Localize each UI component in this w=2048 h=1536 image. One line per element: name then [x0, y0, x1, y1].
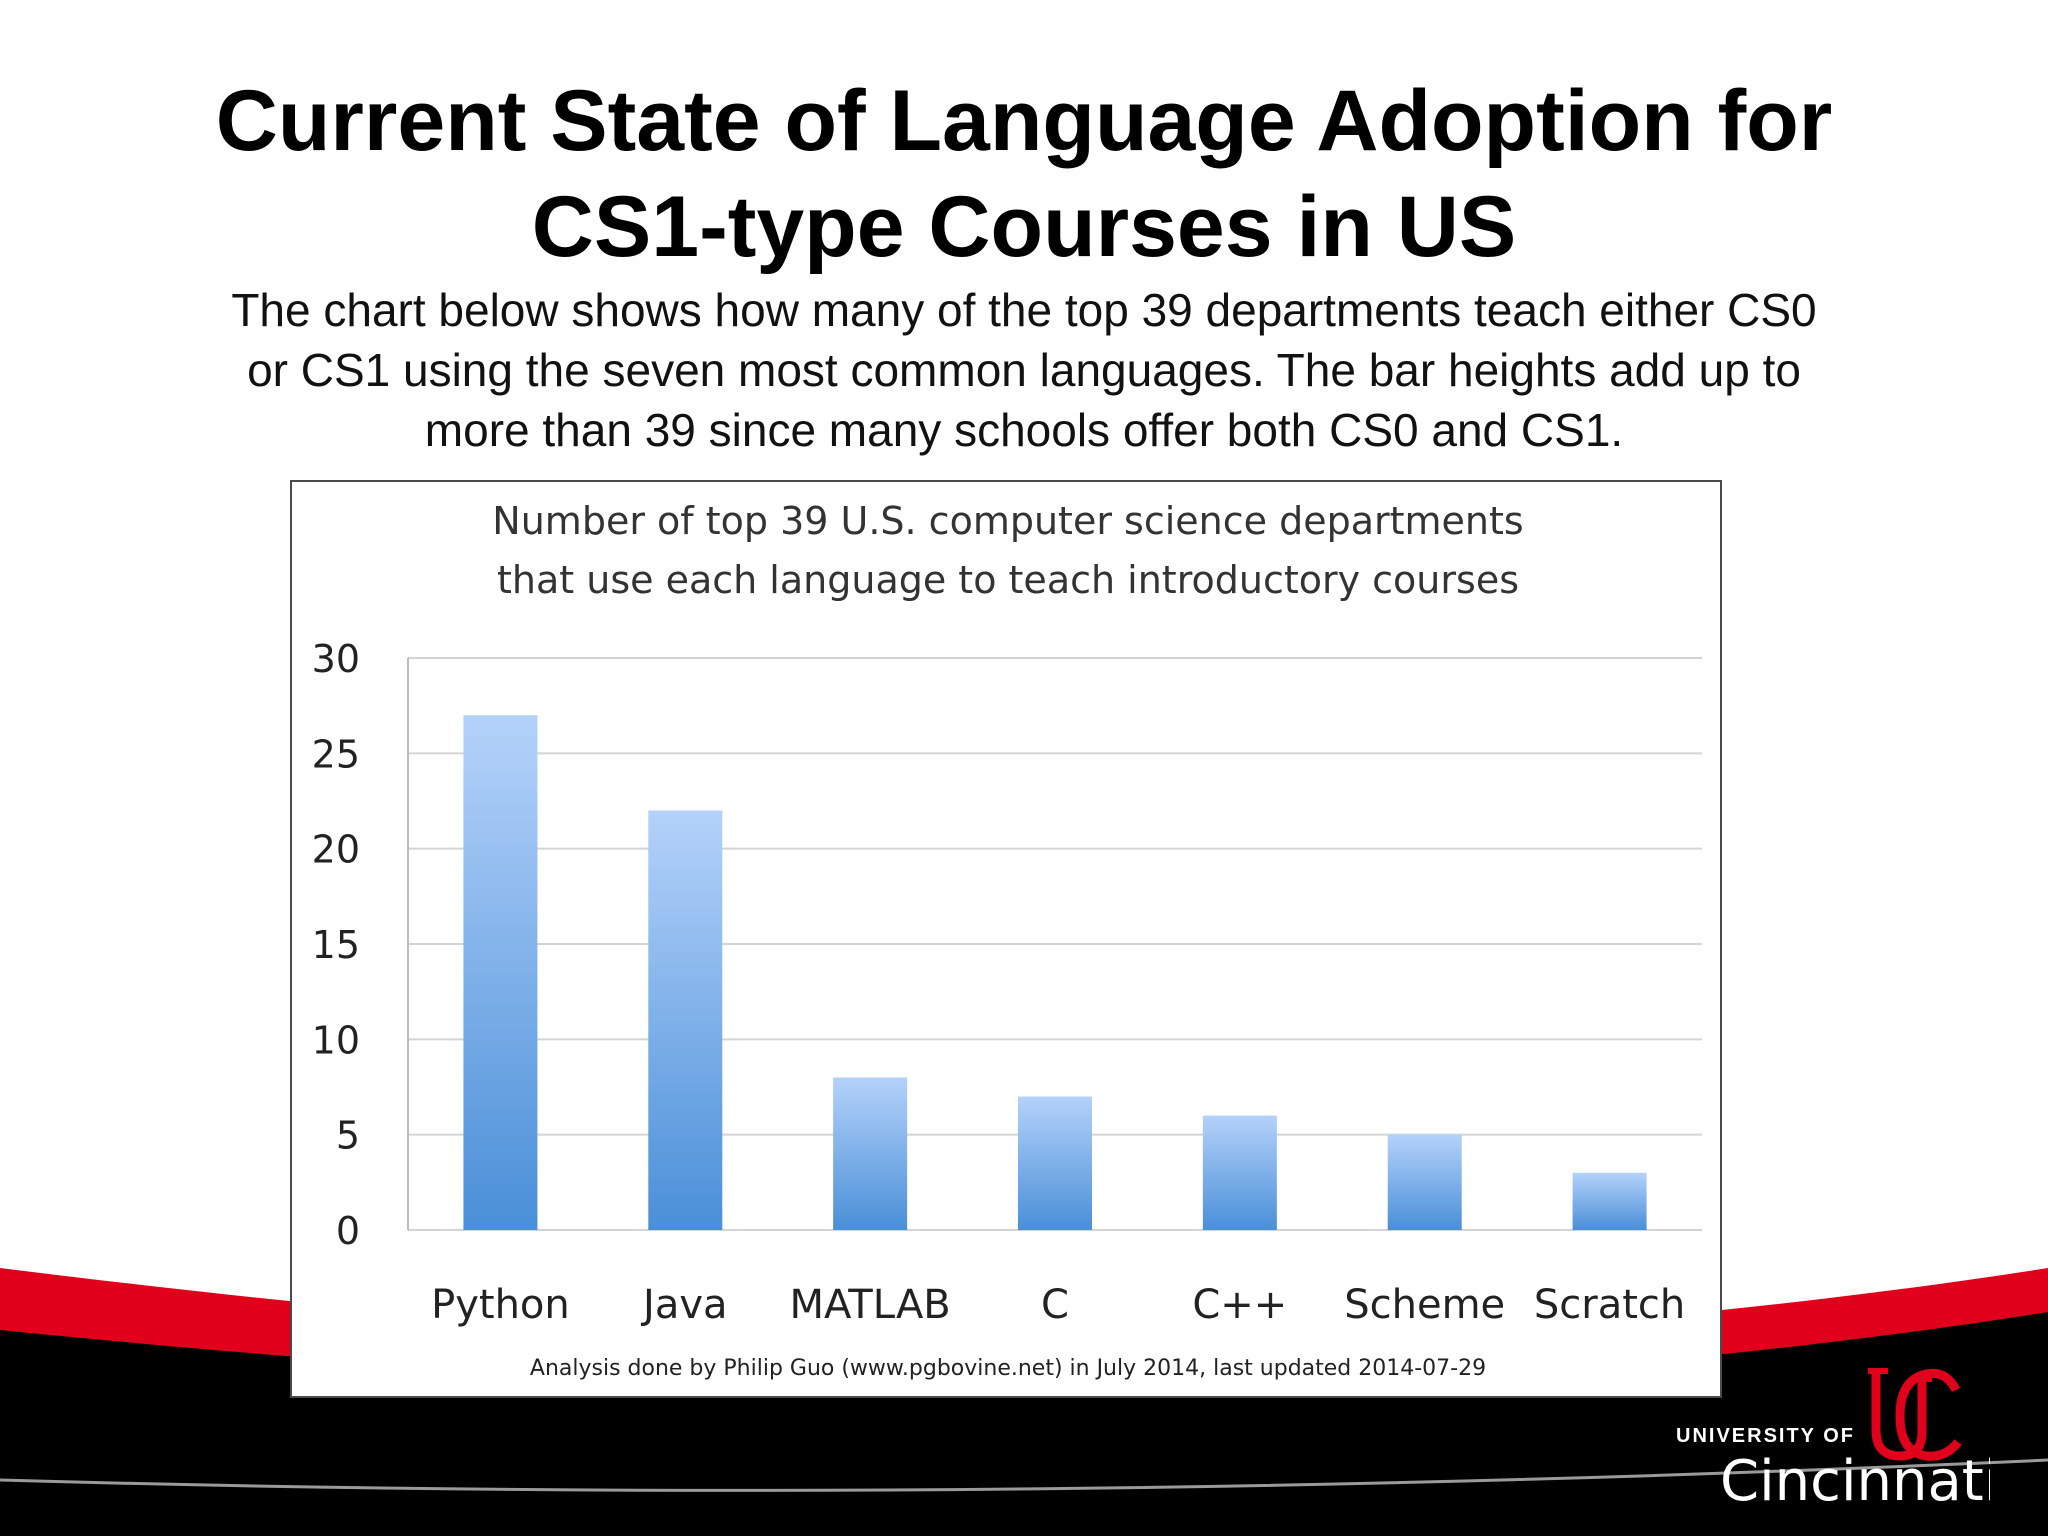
bar-c	[1018, 1096, 1092, 1230]
slide-title-line-1: Current State of Language Adoption for	[215, 73, 1833, 169]
x-axis-labels: Python Java MATLAB C C++ Scheme Scratch	[431, 1282, 1685, 1328]
logo-cincinnati: Cincinnati	[1720, 1449, 1990, 1510]
x-tick-label-cplus: C++	[1192, 1282, 1287, 1328]
x-tick-label-python: Python	[431, 1282, 570, 1328]
uc-monogram-icon	[1868, 1368, 1962, 1461]
y-tick-label-0: 0	[336, 1209, 360, 1253]
chart-title-line-2: that use each language to teach introduc…	[497, 558, 1519, 602]
bar-matlab	[833, 1077, 908, 1230]
slide-title: Current State of Language Adoption for C…	[0, 68, 2048, 280]
x-tick-label-c: C	[1041, 1282, 1069, 1328]
y-tick-label-10: 10	[312, 1018, 360, 1062]
chart-title-line-1: Number of top 39 U.S. computer science d…	[492, 499, 1523, 543]
bar-chart: Number of top 39 U.S. computer science d…	[312, 499, 1702, 1381]
slide-description: The chart below shows how many of the to…	[130, 280, 1918, 460]
bar-scheme	[1387, 1134, 1462, 1230]
bars	[463, 715, 1647, 1230]
silver-swoosh-line	[0, 1458, 2048, 1492]
bar-python	[463, 715, 538, 1230]
x-tick-label-matlab: MATLAB	[790, 1282, 951, 1328]
x-tick-label-scheme: Scheme	[1344, 1282, 1505, 1328]
bar-scratch	[1572, 1172, 1647, 1230]
description-line-3: more than 39 since many schools offer bo…	[424, 404, 1624, 456]
y-axis: 0 5 10 15 20 25 30	[312, 637, 409, 1253]
bar-chart-panel: Number of top 39 U.S. computer science d…	[290, 480, 1722, 1398]
bar-cplus	[1202, 1115, 1277, 1230]
logo-university-of: UNIVERSITY OF	[1676, 1425, 1855, 1447]
y-tick-label-5: 5	[336, 1114, 360, 1158]
description-line-1: The chart below shows how many of the to…	[231, 284, 1817, 336]
y-tick-label-20: 20	[312, 828, 360, 872]
slide-title-line-2: CS1-type Courses in US	[531, 179, 1517, 275]
y-tick-label-25: 25	[312, 732, 360, 776]
chart-credit: Analysis done by Philip Guo (www.pgbovin…	[530, 1356, 1486, 1381]
university-logo: UNIVERSITY OF Cincinnati	[1676, 1368, 1990, 1510]
description-line-2: or CS1 using the seven most common langu…	[247, 344, 1801, 396]
y-tick-label-15: 15	[312, 923, 360, 967]
x-tick-label-java: Java	[640, 1282, 728, 1328]
bar-java	[648, 810, 723, 1230]
y-tick-label-30: 30	[312, 637, 360, 681]
x-tick-label-scratch: Scratch	[1534, 1282, 1685, 1328]
